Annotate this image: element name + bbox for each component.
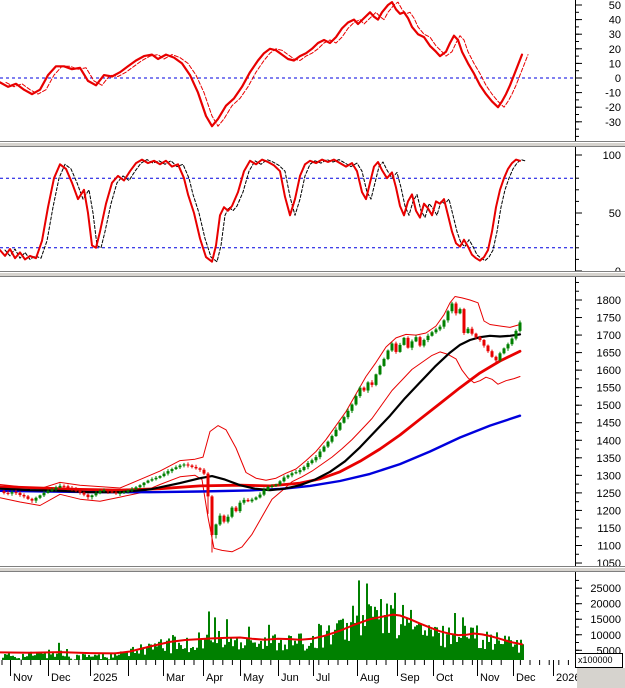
y-tick-label: 1250 (597, 488, 621, 500)
time-axis-scale: Nov Dec 2025 Mar Apr May Jun Jul Aug Sep Oct Nov Dec… (1, 660, 580, 684)
y-tick-label: 1550 (597, 383, 621, 395)
month-label: Nov (13, 672, 33, 684)
y-tick-label: 1200 (597, 505, 621, 517)
month-label: Nov (480, 672, 500, 684)
panel-splitter-1[interactable] (0, 141, 625, 147)
y-tick-label: -30 (605, 117, 621, 129)
y-tick-label: 1700 (597, 330, 621, 342)
month-label: Apr (206, 672, 223, 684)
volume-panel[interactable]: 25000 20000 15000 10000 5000 (0, 572, 625, 660)
y-tick-label: 1450 (597, 418, 621, 430)
panel-splitter-3[interactable] (0, 566, 625, 572)
month-label: Oct (436, 672, 453, 684)
y-tick-label: 20000 (590, 599, 621, 611)
month-label: 2025 (93, 672, 117, 684)
time-axis: Nov Dec 2025 Mar Apr May Jun Jul Aug Sep Oct Nov Dec… (0, 660, 625, 688)
month-label: Aug (360, 672, 380, 684)
month-label: Dec (516, 672, 536, 684)
y-tick-label: 1400 (597, 435, 621, 447)
month-label: Jul (316, 672, 330, 684)
y-tick-label: 0 (615, 266, 621, 271)
y-tick-label: 0 (615, 73, 621, 85)
month-label: Dec (51, 672, 71, 684)
month-label: Jun (281, 672, 299, 684)
y-tick-label: -10 (605, 88, 621, 100)
y-tick-label: 1150 (597, 523, 621, 535)
y-tick-label: 1050 (597, 558, 621, 566)
y-tick-label: 1800 (597, 295, 621, 307)
month-label: Mar (166, 672, 185, 684)
stochastic-panel[interactable]: 100 50 0 (0, 147, 625, 271)
price-plot[interactable]: 1800 1750 1700 1650 1600 1550 1500 1450 1400 1350… (0, 277, 625, 566)
y-tick-label: 10 (609, 58, 621, 70)
y-tick-label: 50 (609, 0, 621, 12)
y-tick-label: 1500 (597, 400, 621, 412)
y-tick-label: 15000 (590, 614, 621, 626)
y-tick-label: 25000 (590, 583, 621, 595)
month-label: Sep (400, 672, 420, 684)
y-tick-label: 20 (609, 44, 621, 56)
y-tick-label: 40 (609, 15, 621, 27)
month-label: 2026 (556, 672, 580, 684)
y-tick-label: 1350 (597, 453, 621, 465)
volume-scale-badge: x100000 (575, 653, 623, 668)
axis-corner (577, 668, 625, 688)
price-panel[interactable]: 1800 1750 1700 1650 1600 1550 1500 1450 1400 1350… (0, 277, 625, 566)
momentum-panel[interactable]: 50 40 30 20 10 0 -10 -20 -30 (0, 0, 625, 141)
y-tick-label: 100 (603, 150, 621, 162)
y-tick-label: 1100 (597, 540, 621, 552)
y-tick-label: 10000 (590, 630, 621, 642)
y-tick-label: -20 (605, 102, 621, 114)
stochastic-plot[interactable]: 100 50 0 (0, 147, 625, 271)
y-tick-label: 1300 (597, 470, 621, 482)
y-tick-label: 1750 (597, 313, 621, 325)
y-tick-label: 50 (609, 208, 621, 220)
momentum-plot[interactable]: 50 40 30 20 10 0 -10 -20 -30 (0, 0, 625, 141)
y-tick-label: 1650 (597, 348, 621, 360)
y-tick-label: 1600 (597, 365, 621, 377)
y-tick-label: 30 (609, 29, 621, 41)
month-label: May (243, 672, 264, 684)
panel-splitter-2[interactable] (0, 271, 625, 277)
